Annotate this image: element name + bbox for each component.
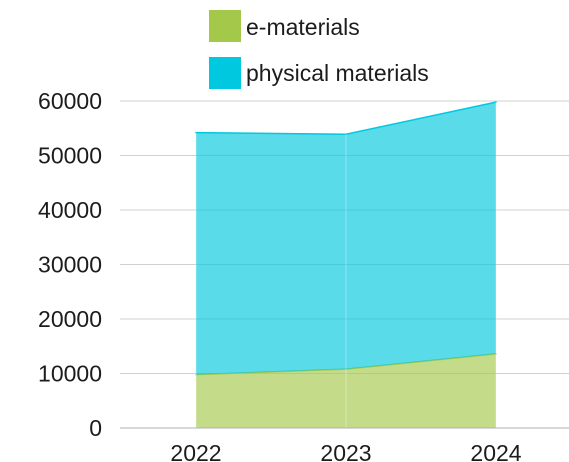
point-physical-materials-2022 <box>195 131 197 134</box>
y-tick-label-40000: 40000 <box>38 197 102 223</box>
y-axis-tick-labels: 0 10000 20000 30000 40000 50000 60000 <box>38 88 102 441</box>
legend-item-e-materials: e-materials <box>209 10 360 42</box>
x-tick-label-2023: 2023 <box>320 440 371 462</box>
legend-item-physical-materials: physical materials <box>209 57 429 89</box>
y-tick-label-50000: 50000 <box>38 143 102 169</box>
y-tick-label-30000: 30000 <box>38 252 102 278</box>
point-physical-materials-2023 <box>345 133 347 136</box>
x-tick-label-2022: 2022 <box>170 440 221 462</box>
legend-swatch-e-materials <box>209 10 241 42</box>
data-areas <box>195 101 497 428</box>
legend: e-materials physical materials <box>209 10 429 89</box>
y-tick-label-60000: 60000 <box>38 88 102 114</box>
y-tick-label-20000: 20000 <box>38 306 102 332</box>
y-tick-label-10000: 10000 <box>38 361 102 387</box>
legend-swatch-physical-materials <box>209 57 241 89</box>
x-tick-label-2024: 2024 <box>470 440 521 462</box>
legend-label-physical-materials: physical materials <box>246 60 429 86</box>
area-physical-materials <box>196 102 496 375</box>
point-physical-materials-2024 <box>495 101 497 103</box>
legend-label-e-materials: e-materials <box>246 14 360 40</box>
x-axis-tick-labels: 2022 2023 2024 <box>170 440 521 462</box>
y-tick-label-0: 0 <box>89 415 102 441</box>
